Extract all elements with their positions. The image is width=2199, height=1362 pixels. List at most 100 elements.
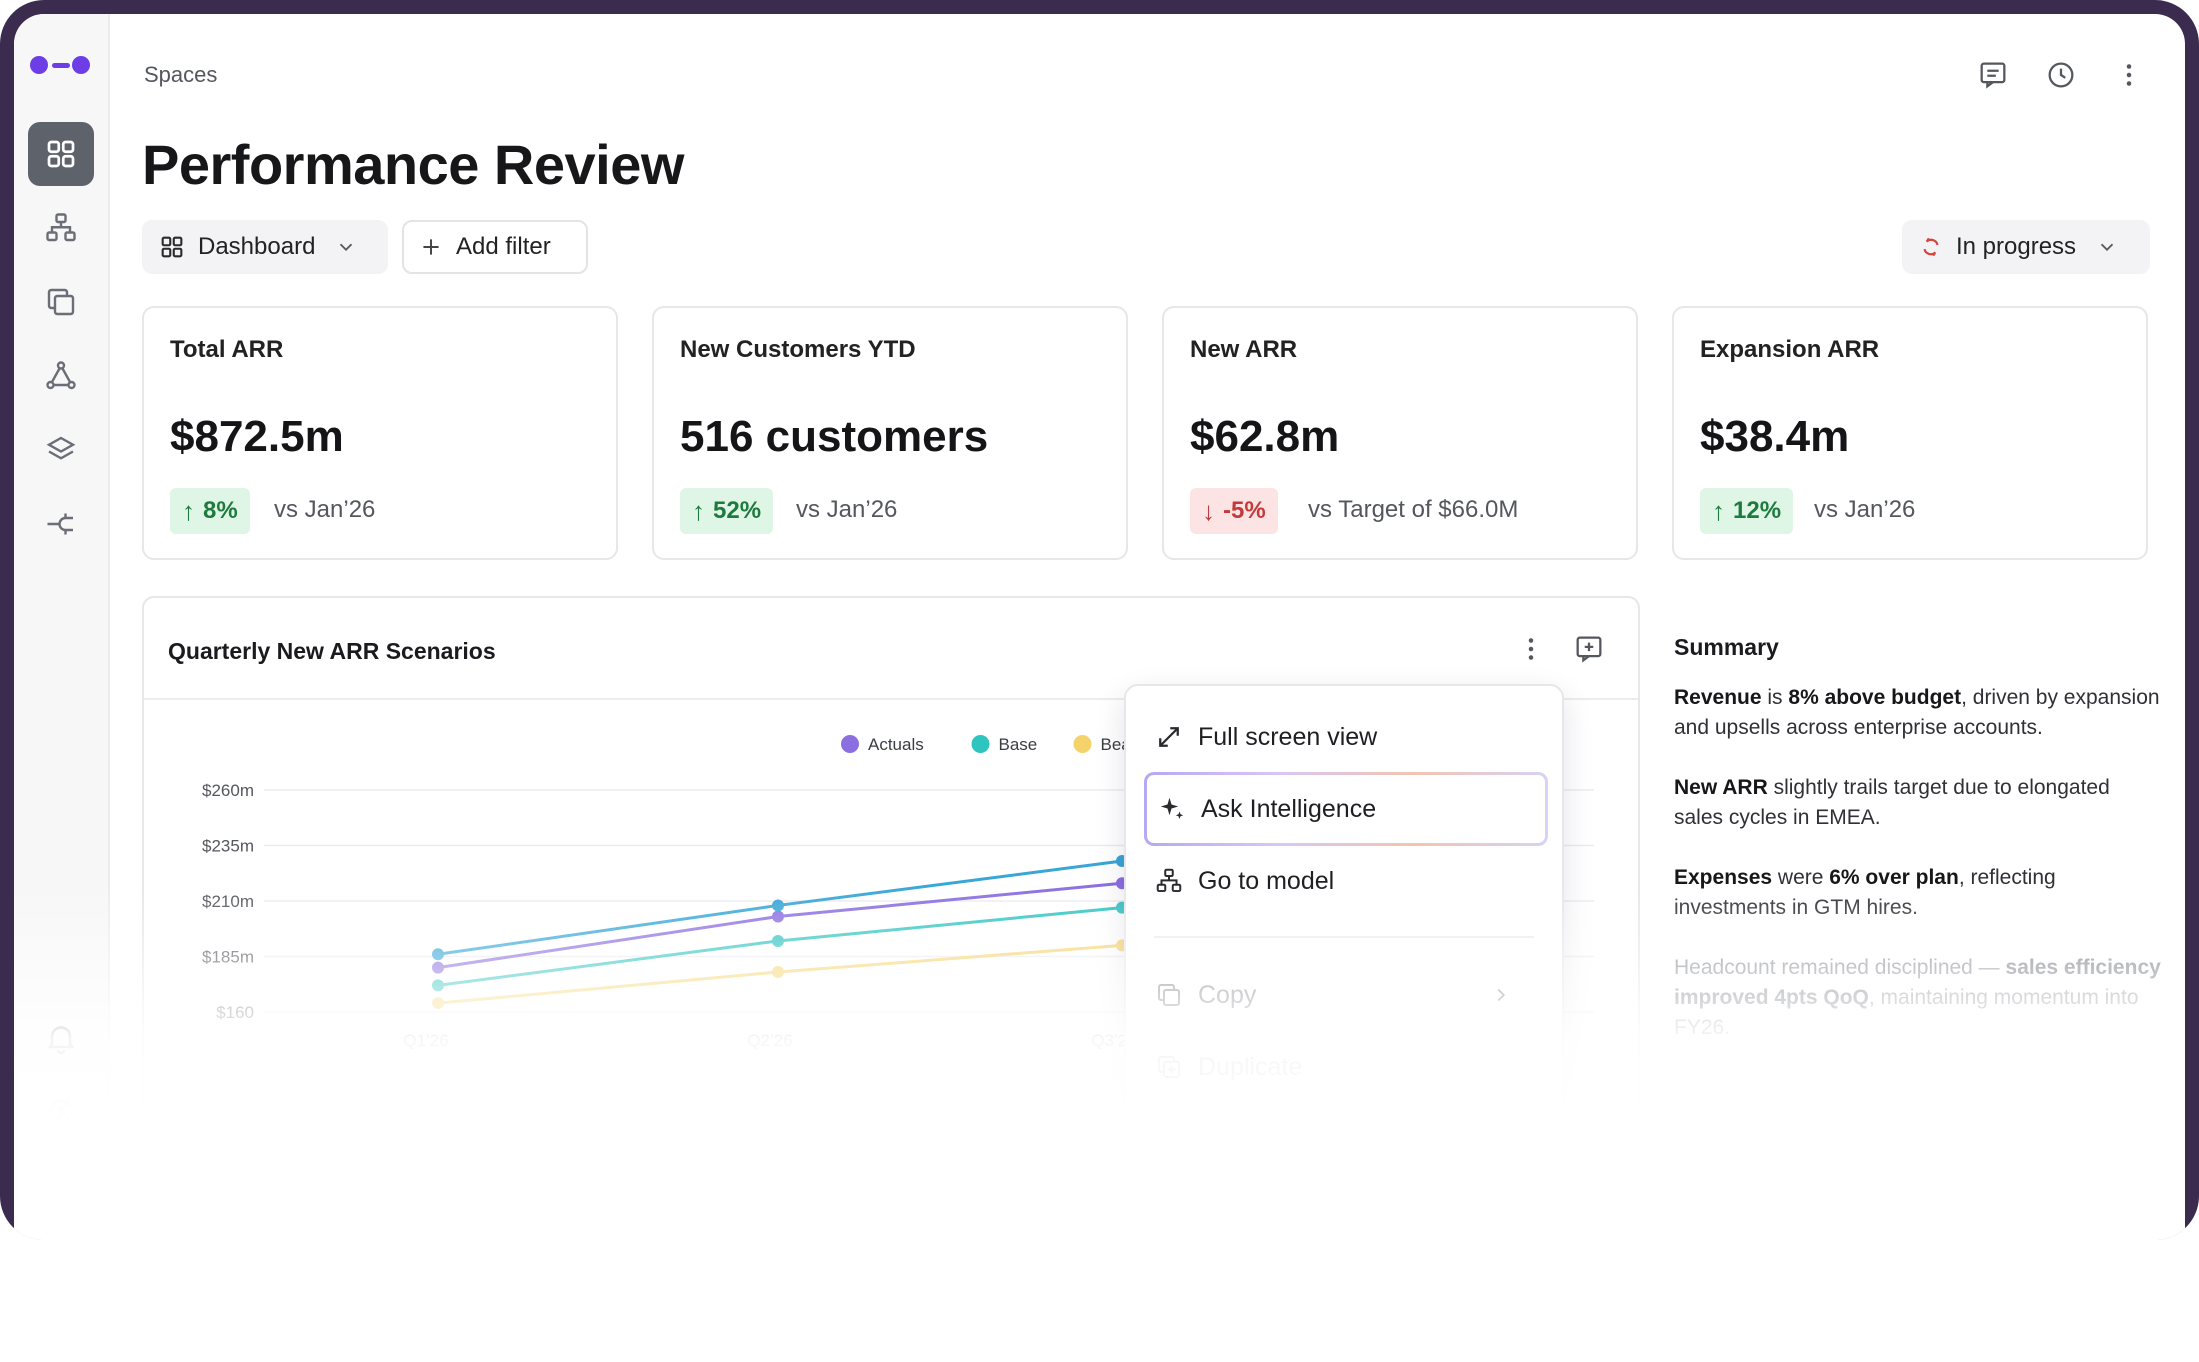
- expand-icon: [1159, 727, 1179, 747]
- kpi-value: 516 customers: [680, 412, 989, 461]
- app-window: Spaces Performance Review Dashboard Add …: [14, 14, 2185, 1240]
- data-point-bear: [432, 997, 444, 1010]
- menu-item-full-screen[interactable]: Full screen view: [1144, 702, 1548, 772]
- app-frame: Spaces Performance Review Dashboard Add …: [0, 0, 2199, 1240]
- y-tick-label: $235m: [202, 837, 254, 856]
- add-filter-button[interactable]: Add filter: [402, 220, 588, 274]
- hierarchy-icon: [46, 213, 76, 242]
- data-point-actuals: [772, 910, 784, 923]
- data-point-bear: [772, 966, 784, 979]
- breadcrumb[interactable]: Spaces: [144, 62, 218, 87]
- arrow-up-icon: ↑: [182, 495, 195, 526]
- kpi-compare: vs Jan’26: [1814, 496, 1916, 523]
- kpi-compare: vs Jan’26: [796, 496, 898, 523]
- context-menu: Full screen view Ask Intelligence Go to …: [1124, 684, 1564, 1240]
- status-dropdown[interactable]: In progress: [1902, 220, 2150, 274]
- legend-label-actuals: Actuals: [868, 735, 924, 754]
- kpi-value: $62.8m: [1190, 412, 1340, 461]
- menu-item-copy[interactable]: Copy: [1144, 960, 1548, 1030]
- sidebar-item-notifications[interactable]: [28, 1006, 94, 1070]
- menu-item-duplicate[interactable]: Duplicate: [1144, 1032, 1548, 1102]
- summary-panel: Summary Revenue is 8% above budget, driv…: [1674, 634, 2164, 1073]
- kpi-title: Total ARR: [170, 336, 284, 363]
- activity-icon: [47, 1175, 75, 1197]
- kpi-change-badge: ↓ -5%: [1190, 488, 1278, 534]
- data-point-actuals: [432, 961, 444, 974]
- kpi-title: New Customers YTD: [680, 336, 916, 363]
- add-filter-label: Add filter: [456, 233, 551, 260]
- summary-paragraph-expenses: Expenses were 6% over plan, reflecting i…: [1674, 866, 2056, 919]
- chevron-down-icon: [340, 243, 353, 252]
- series-line-actuals: [437, 878, 1153, 970]
- sparkle-icon: [1160, 797, 1184, 819]
- in-progress-sync-icon: [1923, 237, 1939, 257]
- summary-title: Summary: [1674, 634, 1779, 660]
- kpi-card-new-arr[interactable]: New ARR $62.8m ↓ -5% vs Target of $66.0M: [1162, 306, 1638, 560]
- series-line-base: [437, 903, 1153, 987]
- dashboard-grid-icon: [161, 236, 183, 258]
- legend-swatch-base: [971, 735, 990, 753]
- sidebar-item-integrations[interactable]: [28, 492, 94, 556]
- summary-paragraph-headcount: Headcount remained disciplined — sales e…: [1674, 956, 2161, 1039]
- sidebar-item-activity[interactable]: [28, 1154, 94, 1218]
- x-tick-label: Q1’26: [403, 1031, 448, 1050]
- kpi-compare: vs Jan’26: [274, 496, 376, 523]
- sidebar-item-models[interactable]: [28, 196, 94, 260]
- x-tick-label: Q2’26: [747, 1031, 792, 1050]
- more-vertical-icon[interactable]: [1514, 632, 1548, 666]
- menu-item-label: Copy: [1198, 980, 1257, 1009]
- kpi-change-badge: ↑ 8%: [170, 488, 250, 534]
- sidebar-item-layers[interactable]: [28, 418, 94, 482]
- data-point-base: [432, 979, 444, 992]
- summary-paragraph-new-arr: New ARR slightly trails target due to el…: [1674, 776, 2110, 829]
- sidebar: [14, 14, 110, 1240]
- sidebar-item-pages[interactable]: [28, 270, 94, 334]
- legend-swatch-actuals: [841, 735, 859, 753]
- comment-icon[interactable]: [1976, 58, 2010, 92]
- y-tick-label: $210m: [202, 892, 254, 911]
- sidebar-item-dashboard[interactable]: [28, 122, 94, 186]
- y-tick-label: $160: [216, 1003, 254, 1022]
- arrow-up-icon: ↑: [1712, 495, 1725, 526]
- currency-sync-icon: [49, 1098, 73, 1126]
- menu-item-go-to-model[interactable]: Go to model: [1144, 846, 1548, 916]
- arrow-down-icon: ↓: [1202, 495, 1215, 526]
- kpi-card-expansion-arr[interactable]: Expansion ARR $38.4m ↑ 12% vs Jan’26: [1672, 306, 2148, 560]
- chevron-right-icon: [1497, 1132, 1506, 1146]
- kpi-compare: vs Target of $66.0M: [1308, 496, 1519, 523]
- layers-icon: [46, 436, 76, 460]
- chevron-down-icon: [2100, 243, 2114, 252]
- app-logo: [30, 54, 94, 74]
- menu-item-download[interactable]: Download: [1144, 1104, 1548, 1174]
- menu-item-label: Go to model: [1198, 866, 1335, 895]
- add-comment-icon[interactable]: [1572, 632, 1606, 666]
- hierarchy-icon: [1156, 868, 1182, 892]
- network-icon: [46, 361, 76, 390]
- menu-item-label: Ask Intelligence: [1201, 794, 1377, 823]
- menu-item-ask-intelligence[interactable]: Ask Intelligence: [1144, 772, 1548, 846]
- history-icon[interactable]: [2044, 58, 2078, 92]
- sidebar-item-billing[interactable]: [28, 1080, 94, 1144]
- plug-icon: [47, 513, 73, 535]
- summary-paragraph-revenue: Revenue is 8% above budget, driven by ex…: [1674, 686, 2160, 739]
- kpi-title: New ARR: [1190, 336, 1298, 363]
- data-point-base: [772, 934, 784, 947]
- menu-divider: [1154, 936, 1534, 938]
- y-tick-label: $185m: [202, 948, 254, 967]
- copy-pages-icon: [47, 288, 75, 316]
- more-vertical-icon[interactable]: [2112, 58, 2146, 92]
- sidebar-item-network[interactable]: [28, 344, 94, 408]
- menu-item-label: Download: [1198, 1124, 1310, 1153]
- y-tick-label: $260m: [202, 781, 254, 800]
- bell-icon: [47, 1026, 75, 1055]
- kpi-card-total-arr[interactable]: Total ARR $872.5m ↑ 8% vs Jan’26: [142, 306, 618, 560]
- page-title: Performance Review: [142, 133, 684, 196]
- chevron-right-icon: [1497, 988, 1506, 1002]
- view-dropdown[interactable]: Dashboard: [142, 220, 388, 274]
- chart-title: Quarterly New ARR Scenarios: [168, 638, 496, 664]
- duplicate-icon: [1158, 1056, 1180, 1078]
- arrow-up-icon: ↑: [692, 495, 705, 526]
- view-dropdown-label: Dashboard: [198, 233, 316, 260]
- dashboard-grid-icon: [47, 140, 75, 168]
- kpi-card-new-customers[interactable]: New Customers YTD 516 customers ↑ 52% vs …: [652, 306, 1128, 560]
